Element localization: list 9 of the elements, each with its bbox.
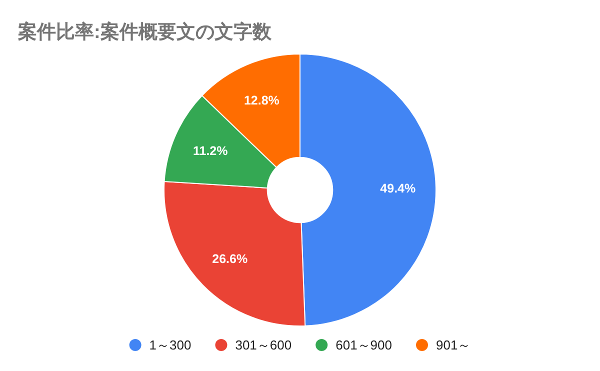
data-label: 26.6% <box>212 252 248 266</box>
legend-label: 1～300 <box>149 338 192 352</box>
legend-label: 901～ <box>436 338 471 352</box>
legend-label: 601～900 <box>336 338 392 352</box>
data-label: 12.8% <box>244 93 280 108</box>
data-label: 49.4% <box>380 182 416 196</box>
chart-title: 案件比率:案件概要文の文字数 <box>17 21 272 43</box>
legend-label: 301～600 <box>235 338 292 352</box>
data-label: 11.2% <box>192 144 228 158</box>
